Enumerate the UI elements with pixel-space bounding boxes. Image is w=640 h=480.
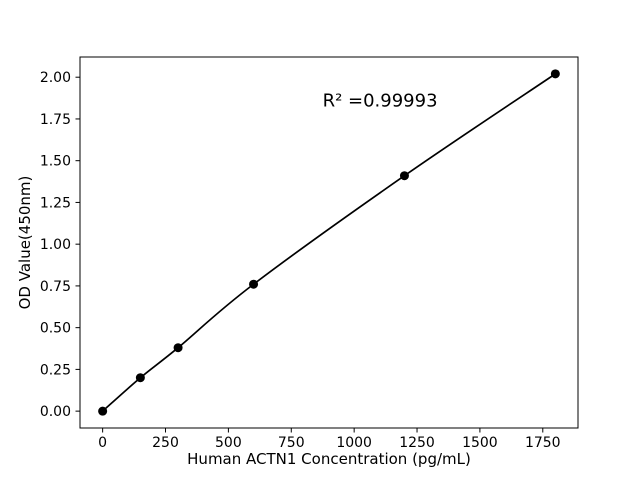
data-point-marker bbox=[249, 279, 259, 289]
x-tick-label: 750 bbox=[278, 435, 305, 451]
x-tick-label: 1000 bbox=[336, 435, 372, 451]
data-point-marker bbox=[550, 69, 560, 79]
x-axis-label: Human ACTN1 Concentration (pg/mL) bbox=[187, 450, 471, 468]
data-point-marker bbox=[98, 406, 108, 416]
x-tick-label: 500 bbox=[215, 435, 242, 451]
x-tick-label: 1250 bbox=[399, 435, 435, 451]
y-tick-label: 1.25 bbox=[40, 195, 71, 211]
plot-frame bbox=[79, 56, 579, 429]
x-tick-label: 1750 bbox=[525, 435, 561, 451]
x-tick-label: 1500 bbox=[462, 435, 498, 451]
data-point-marker bbox=[399, 171, 409, 181]
r-squared-annotation: R² =0.99993 bbox=[323, 91, 438, 112]
y-tick-label: 2.00 bbox=[40, 70, 71, 86]
x-tick-label: 250 bbox=[152, 435, 179, 451]
y-axis-label: OD Value(450nm) bbox=[16, 176, 34, 310]
y-tick-label: 0.75 bbox=[40, 279, 71, 295]
y-tick-label: 0.00 bbox=[40, 404, 71, 420]
y-tick-label: 1.50 bbox=[40, 154, 71, 170]
y-tick-label: 1.75 bbox=[40, 112, 71, 128]
y-tick-label: 0.50 bbox=[40, 321, 71, 337]
y-tick-label: 0.25 bbox=[40, 362, 71, 378]
x-tick-label: 0 bbox=[98, 435, 107, 451]
y-tick-label: 1.00 bbox=[40, 237, 71, 253]
data-point-marker bbox=[135, 373, 145, 383]
data-point-marker bbox=[173, 343, 183, 353]
